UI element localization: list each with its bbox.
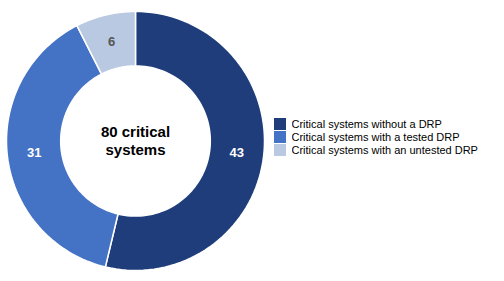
html-text:Critical systems with an untes: Critical systems with an untested DRP: [291, 144, 478, 157]
html-text:Critical systems without a DRP: Critical systems without a DRP: [291, 118, 442, 131]
svg-text:31: 31: [27, 145, 41, 160]
svg-text:6: 6: [108, 34, 115, 49]
svg-text:systems: systems: [105, 141, 165, 158]
html-text:Critical systems with a tested: Critical systems with a tested DRP: [291, 131, 460, 144]
svg-text:80 critical: 80 critical: [101, 123, 170, 140]
svg-text:43: 43: [229, 145, 243, 160]
